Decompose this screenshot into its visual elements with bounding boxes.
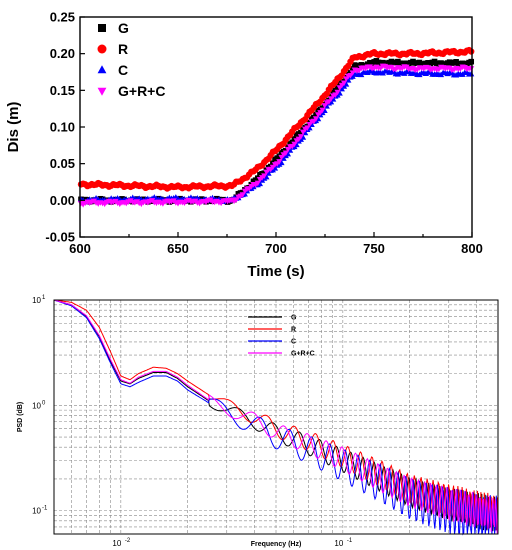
data-point (345, 77, 352, 83)
x-tick-label: 600 (69, 241, 91, 256)
legend-label: R (291, 327, 296, 334)
data-point (263, 173, 270, 180)
y-tick-label: 10 (32, 401, 41, 410)
data-point (468, 70, 475, 77)
legend-label: C (291, 339, 296, 346)
data-point (287, 147, 294, 153)
data-point (334, 89, 341, 96)
legend-label: R (118, 41, 128, 57)
data-point (343, 81, 350, 87)
x-tick-exponent: -2 (125, 538, 131, 544)
displacement-data-marks (77, 46, 475, 208)
data-point (297, 134, 304, 140)
data-point (282, 150, 289, 157)
data-point (271, 165, 279, 171)
x-tick-label: 10 (112, 539, 121, 548)
data-point (468, 48, 475, 55)
y-tick-label: 0.10 (50, 120, 75, 135)
x-tick-label: 700 (265, 241, 287, 256)
data-point (291, 141, 298, 148)
data-point (265, 170, 272, 176)
data-point (319, 107, 326, 114)
x-tick-label: 10 (334, 539, 343, 548)
y-tick-label: 0.00 (50, 193, 75, 208)
data-point (261, 173, 268, 179)
psd-axis-ticks: 10 -2 10 -110 -110 010 1 (32, 295, 353, 548)
legend-label: G+R+C (291, 351, 315, 358)
series-line-g-r-c (53, 299, 499, 534)
y-tick-exponent: 1 (42, 295, 46, 301)
psd-legend: GRC G+R+C (248, 315, 315, 358)
series-r-markers (77, 46, 475, 192)
psd-chart: 10 -2 10 -110 -110 010 1 Frequency (Hz) PSD (d… (17, 295, 499, 548)
legend-marker (97, 65, 107, 74)
y-tick-label: 0.20 (50, 46, 75, 61)
x-tick-label: 800 (461, 241, 483, 256)
data-point (304, 125, 311, 131)
legend-marker (98, 24, 106, 32)
legend-label: C (118, 62, 128, 78)
data-point (468, 58, 475, 65)
series-line-g (53, 299, 499, 532)
data-point (254, 180, 261, 187)
legend-label: G+R+C (118, 83, 165, 99)
y-tick-label: 0.25 (50, 10, 75, 25)
y-tick-label: 0.05 (50, 156, 75, 171)
y-tick-exponent: 0 (42, 400, 46, 406)
data-point (468, 66, 475, 72)
psd-plot-frame (53, 299, 499, 535)
displacement-chart: 600 650 700 750 800 -0.05 0.00 0.05 0.10 0.15 0.20… (5, 10, 483, 281)
data-point (239, 192, 246, 198)
x-tick-label: 750 (363, 241, 385, 256)
psd-y-axis-title: PSD (dB) (17, 402, 24, 432)
psd-data-lines (53, 299, 499, 536)
y-tick-label: 0.15 (50, 83, 75, 98)
displacement-y-axis-title: Dis (m) (5, 102, 22, 153)
legend-marker (97, 44, 107, 54)
y-tick-label: 10 (32, 507, 41, 516)
displacement-legend: GRC G+R+C (97, 20, 165, 99)
legend-label: G (291, 315, 297, 322)
displacement-x-axis-title: Time (s) (247, 263, 304, 280)
y-tick-label: 10 (32, 296, 41, 305)
series-line-c (53, 299, 499, 536)
data-point (312, 116, 320, 122)
y-tick-exponent: -1 (42, 506, 48, 512)
legend-label: G (118, 20, 129, 36)
data-point (340, 80, 348, 87)
series-g-r-c-markers (77, 63, 475, 208)
y-tick-label: -0.05 (45, 230, 75, 245)
x-tick-exponent: -1 (347, 538, 353, 544)
x-tick-label: 650 (167, 241, 189, 256)
data-point (278, 159, 285, 166)
displacement-axis-ticks: 600 650 700 750 800 -0.05 0.00 0.05 0.10 0.15 0.20… (45, 10, 482, 257)
psd-x-axis-title: Frequency (Hz) (251, 541, 302, 548)
legend-marker (97, 87, 107, 96)
data-point (276, 159, 283, 165)
